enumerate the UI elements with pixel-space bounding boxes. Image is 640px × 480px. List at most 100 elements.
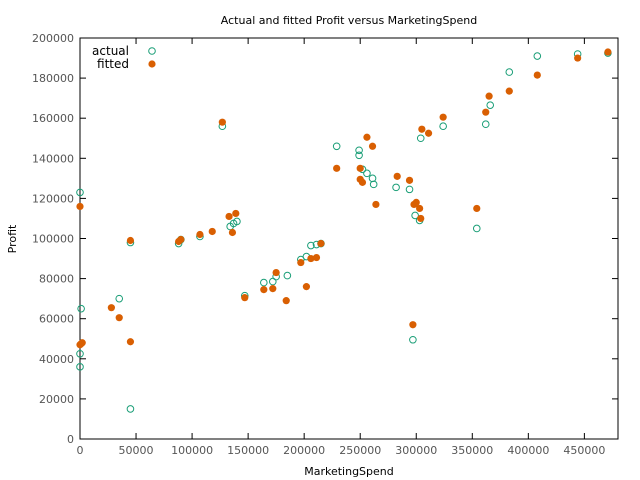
actual-point	[409, 335, 417, 344]
legend: actual fitted	[92, 44, 156, 71]
x-tick-label: 350000	[451, 444, 493, 457]
y-axis-title: Profit	[6, 224, 19, 253]
y-tick-label: 200000	[32, 32, 74, 45]
x-axis-title: MarketingSpend	[304, 465, 394, 478]
x-tick-label: 250000	[339, 444, 381, 457]
actual-point	[76, 349, 84, 358]
actual-point	[77, 304, 85, 313]
plot-frame	[79, 37, 619, 440]
y-tick-label: 180000	[32, 72, 74, 85]
actual-point	[233, 217, 241, 226]
actual-point	[363, 169, 371, 178]
fitted-point	[418, 125, 426, 133]
fitted-point	[505, 87, 513, 95]
actual-point	[481, 120, 490, 129]
actual-point	[126, 405, 135, 413]
x-tick-label: 150000	[227, 444, 269, 457]
fitted-point	[107, 304, 115, 312]
actual-point	[115, 294, 124, 303]
fitted-point	[225, 212, 233, 221]
y-tick-label: 20000	[39, 393, 74, 406]
actual-point	[472, 224, 481, 233]
y-tick-label: 40000	[39, 353, 74, 366]
actual-point	[486, 101, 495, 109]
actual-point	[368, 174, 377, 183]
actual-point	[533, 52, 542, 60]
y-tick-label: 120000	[32, 192, 74, 205]
fitted-point	[368, 142, 377, 150]
fitted-point	[177, 235, 185, 244]
fitted-point	[405, 176, 414, 184]
fitted-point	[317, 239, 325, 248]
fitted-point	[297, 258, 305, 267]
fitted-point	[574, 54, 582, 62]
fitted-point	[76, 202, 84, 211]
fitted-point	[417, 214, 425, 223]
fitted-point	[333, 164, 341, 172]
fitted-point	[604, 48, 612, 56]
legend-label-fitted: fitted	[97, 57, 129, 71]
fitted-point	[473, 204, 481, 213]
x-tick-label: 400000	[507, 444, 549, 457]
fitted-point	[485, 92, 493, 100]
x-tick-label: 200000	[283, 444, 325, 457]
actual-point	[392, 183, 400, 192]
actual-point	[355, 146, 363, 155]
actual-point	[405, 185, 414, 194]
y-tick-label: 160000	[32, 112, 74, 125]
fitted-point	[196, 230, 204, 239]
actual-point	[369, 180, 378, 189]
fitted-point	[372, 200, 380, 209]
fitted-point	[115, 314, 123, 322]
fitted-point	[533, 71, 541, 79]
x-tick-label: 0	[77, 444, 84, 457]
fitted-point	[126, 236, 135, 245]
actual-point	[416, 134, 425, 143]
legend-marker-fitted	[148, 60, 156, 68]
fitted-point	[228, 228, 237, 237]
x-tick-label: 100000	[171, 444, 213, 457]
actual-point	[355, 151, 363, 160]
actual-point	[505, 68, 514, 76]
chart-title: Actual and fitted Profit versus Marketin…	[221, 14, 477, 27]
fitted-point	[282, 297, 290, 305]
fitted-point	[482, 108, 490, 116]
x-tick-label: 300000	[395, 444, 437, 457]
fitted-point	[218, 118, 226, 126]
fitted-point	[78, 339, 86, 347]
y-tick-label: 100000	[32, 233, 74, 246]
fitted-point	[126, 338, 135, 346]
x-tick-label: 50000	[119, 444, 154, 457]
fitted-point	[412, 198, 420, 207]
fitted-point	[208, 227, 216, 236]
actual-point	[332, 142, 341, 151]
fitted-point	[260, 286, 268, 294]
fitted-point	[409, 321, 417, 329]
y-tick-label: 80000	[39, 273, 74, 286]
x-tick-label: 450000	[563, 444, 605, 457]
fitted-point	[302, 283, 311, 291]
fitted-point	[363, 133, 371, 141]
fitted-point	[241, 294, 249, 302]
legend-label-actual: actual	[92, 44, 129, 58]
fitted-point	[416, 204, 424, 213]
actual-point	[411, 211, 419, 220]
fitted-point	[424, 129, 433, 137]
actual-point	[283, 271, 292, 280]
fitted-point	[356, 164, 364, 172]
y-tick-label: 140000	[32, 152, 74, 165]
y-tick-label: 0	[67, 433, 74, 446]
fitted-point	[307, 254, 315, 263]
actual-point	[76, 188, 84, 197]
fitted-point	[272, 268, 280, 277]
y-tick-label: 60000	[39, 313, 74, 326]
data-points	[76, 48, 612, 413]
fitted-point	[439, 113, 447, 121]
axis-ticks: 0 50000 100000 150000 200000 250000 300000 3500…	[32, 32, 618, 457]
actual-point	[439, 122, 447, 131]
fitted-point	[393, 172, 401, 180]
fitted-point	[358, 178, 367, 186]
legend-marker-actual	[148, 47, 156, 55]
actual-point	[76, 363, 84, 371]
